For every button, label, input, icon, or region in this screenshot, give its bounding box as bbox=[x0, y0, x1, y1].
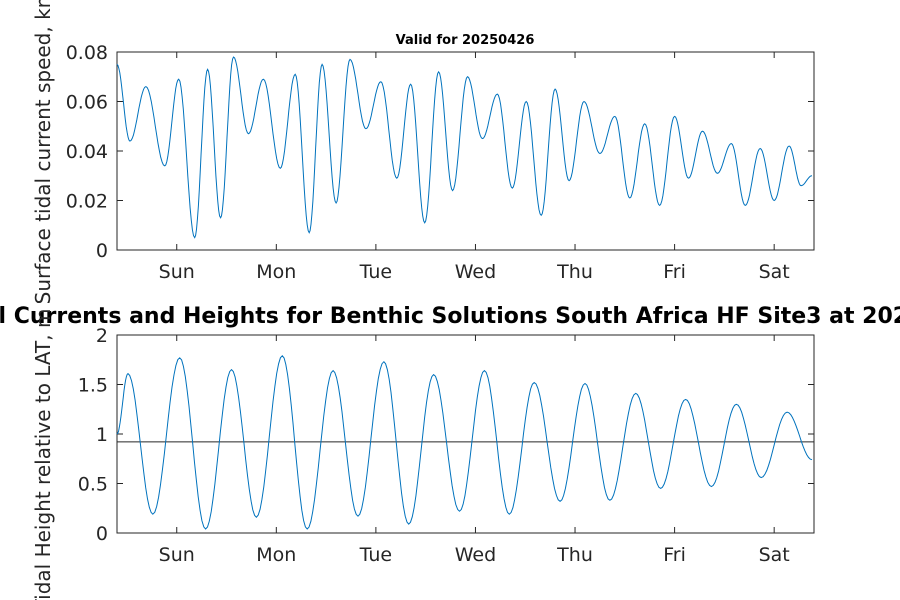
tidal-height-y-tick-label: 0 bbox=[96, 523, 108, 545]
current-speed-y-tick-label: 0 bbox=[96, 240, 108, 262]
current-speed-y-tick-label: 0.04 bbox=[66, 141, 108, 163]
current-speed-plot-frame bbox=[116, 51, 815, 251]
tidal-height-x-tick-label: Fri bbox=[663, 544, 686, 566]
current-speed-x-tick-label: Thu bbox=[556, 261, 593, 283]
current-speed-x-tick-label: Wed bbox=[455, 261, 496, 283]
tidal-height-x-tick-label: Wed bbox=[455, 544, 496, 566]
tidal-height-x-tick-label: Sun bbox=[159, 544, 195, 566]
current-speed-y-tick-label: 0.08 bbox=[66, 42, 108, 64]
tidal-height-axes: 0 0.5 1 1.5 2 Sun Mon Tue Wed Thu Fri Sat bbox=[78, 325, 814, 566]
tidal-height-y-tick-label: 0.5 bbox=[78, 474, 108, 496]
current-speed-x-tick-label: Fri bbox=[663, 261, 686, 283]
tidal-height-x-tick-label: Sat bbox=[759, 544, 790, 566]
current-speed-series-line bbox=[116, 56, 813, 239]
tidal-height-y-tick-label: 1 bbox=[96, 424, 108, 446]
tidal-height-series-line bbox=[116, 355, 813, 530]
current-speed-x-tick-label: Sat bbox=[759, 261, 790, 283]
current-speed-y-tick-label: 0.06 bbox=[66, 92, 108, 114]
current-speed-y-axis-label: Surface tidal current speed, kn bbox=[31, 0, 55, 304]
current-speed-chart: 0 0.02 0.04 0.06 0.08 Sun Mon Tue Wed Thu Fri Sat V… bbox=[31, 0, 815, 304]
tidal-height-y-axis-label: Tidal Height relative to LAT, m bbox=[31, 309, 55, 600]
tidal-height-x-tick-label: Thu bbox=[556, 544, 593, 566]
tidal-height-y-tick-label: 2 bbox=[96, 325, 108, 347]
tidal-height-chart: 0 0.5 1 1.5 2 Sun Mon Tue Wed Thu Fri Sat Tidal Cur… bbox=[0, 304, 900, 600]
tidal-height-x-tick-label: Mon bbox=[256, 544, 296, 566]
current-speed-x-tick-label: Sun bbox=[159, 261, 195, 283]
tidal-height-chart-title: Tidal Currents and Heights for Benthic S… bbox=[0, 304, 900, 329]
tidal-height-x-tick-label: Tue bbox=[359, 544, 392, 566]
current-speed-y-tick-label: 0.02 bbox=[66, 191, 108, 213]
current-speed-chart-title: Valid for 20250426 bbox=[396, 33, 535, 48]
tidal-height-plot-frame bbox=[116, 334, 815, 534]
current-speed-x-tick-label: Tue bbox=[359, 261, 392, 283]
tidal-height-y-tick-label: 1.5 bbox=[78, 375, 108, 397]
current-speed-axes: 0 0.02 0.04 0.06 0.08 Sun Mon Tue Wed Thu Fri Sat bbox=[66, 42, 814, 283]
current-speed-x-tick-label: Mon bbox=[256, 261, 296, 283]
